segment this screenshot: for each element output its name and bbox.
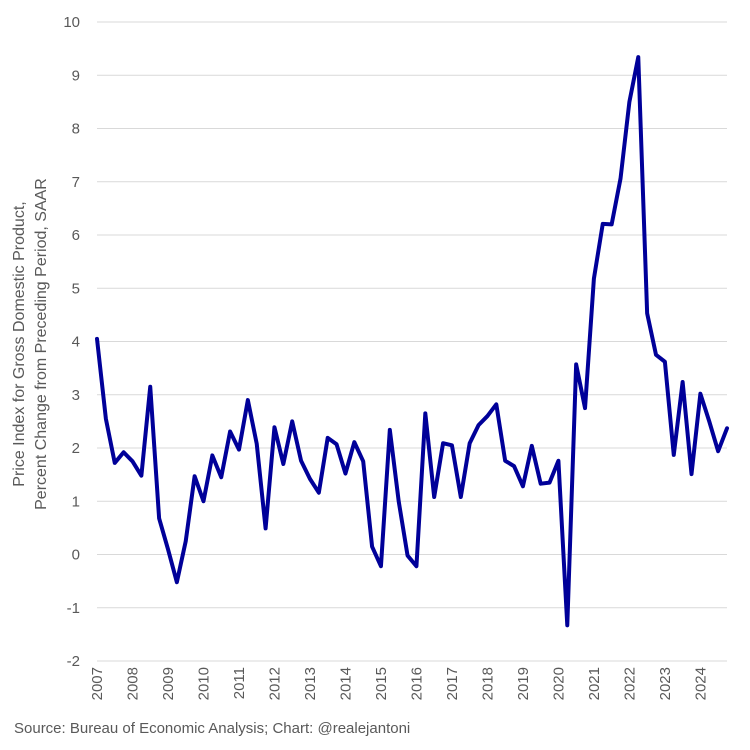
x-tick-label: 2022 [621,667,638,700]
y-tick-label: 10 [63,14,80,31]
y-tick-label: -1 [67,600,80,617]
series-lines [95,55,729,628]
y-tick-label: 0 [72,547,80,564]
y-tick-label: 5 [72,280,80,297]
x-tick-label: 2020 [550,667,567,700]
x-tick-label: 2019 [515,667,532,700]
x-tick-label: 2010 [195,667,212,700]
x-tick-label: 2007 [89,667,106,700]
x-tick-label: 2009 [160,667,177,700]
y-tick-label: 8 [72,121,80,138]
x-tick-label: 2014 [337,667,354,700]
x-tick-label: 2018 [479,667,496,700]
x-tick-label: 2016 [408,667,425,700]
x-tick-label: 2024 [692,667,709,700]
x-tick-label: 2017 [444,667,461,700]
y-tick-label: 7 [72,174,80,191]
y-tick-label: 9 [72,67,80,84]
x-axis-tick-labels: 2007 2008 2009 2010 2011 2012 2013 2014 2015 2016… [89,667,709,700]
y-tick-label: 1 [72,493,80,510]
series-line-0 [95,55,729,628]
source-note: Source: Bureau of Economic Analysis; Cha… [14,720,411,737]
y-tick-label: 2 [72,440,80,457]
y-tick-label: 4 [72,334,80,351]
x-tick-label: 2012 [266,667,283,700]
y-tick-label: 6 [72,227,80,244]
y-tick-label: 3 [72,387,80,404]
y-axis-title-line-1: Price Index for Gross Domestic Product, [11,201,28,486]
y-axis-title-line-2: Percent Change from Preceding Period, SA… [33,178,50,510]
x-tick-label: 2013 [302,667,319,700]
x-tick-label: 2015 [373,667,390,700]
y-axis-tick-labels: -2 -1 0 1 2 3 4 5 6 7 8 9 10 [63,14,80,670]
x-tick-label: 2011 [231,667,248,699]
x-tick-label: 2021 [586,667,603,700]
x-tick-label: 2023 [657,667,674,700]
y-tick-label: -2 [67,653,80,670]
gridlines [97,21,727,662]
x-tick-label: 2008 [124,667,141,700]
